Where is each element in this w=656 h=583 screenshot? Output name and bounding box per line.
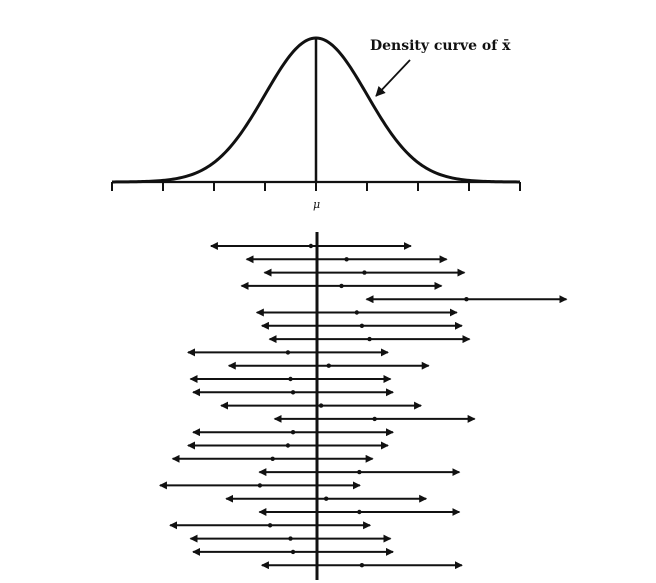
mu-label: μ — [313, 198, 320, 211]
sample-mean-point — [324, 496, 329, 501]
sample-mean-point — [318, 403, 324, 408]
sample-mean-point — [359, 563, 365, 568]
sample-mean-point — [288, 376, 293, 382]
curve-label-arrow — [375, 59, 411, 97]
curve-label: Density curve of x̄ — [370, 38, 511, 54]
sample-mean-point — [357, 469, 362, 475]
sample-mean-point — [357, 509, 362, 515]
sample-mean-point — [290, 390, 296, 395]
sample-mean-point — [354, 310, 359, 315]
sample-mean-point — [339, 283, 344, 289]
sample-mean-point — [362, 270, 367, 275]
axis-ticks — [111, 182, 521, 191]
sample-mean-point — [326, 363, 331, 368]
sample-mean-point — [285, 350, 291, 355]
sample-mean-point — [267, 523, 273, 528]
confidence-intervals — [158, 242, 568, 570]
sample-mean-point — [288, 536, 293, 541]
sample-mean-point — [257, 483, 263, 488]
sample-mean-point — [270, 456, 275, 461]
sample-mean-point — [290, 549, 296, 555]
sample-mean-point — [464, 297, 469, 302]
sample-mean-point — [344, 257, 349, 262]
sample-mean-point — [372, 416, 377, 422]
sample-mean-point — [285, 443, 291, 448]
sample-mean-point — [308, 243, 314, 249]
sample-mean-point — [359, 323, 365, 328]
sample-mean-point — [290, 430, 296, 435]
sample-mean-point — [367, 336, 372, 342]
